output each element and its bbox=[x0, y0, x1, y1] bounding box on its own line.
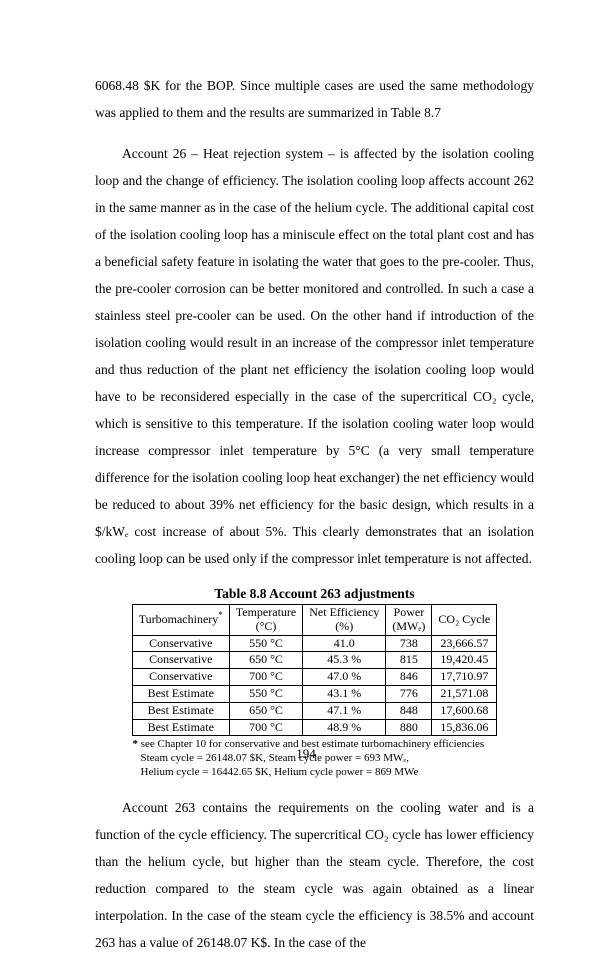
col-power: Power (MWₑ) bbox=[386, 605, 432, 636]
cell: 15,836.06 bbox=[432, 719, 497, 736]
paragraph-3: Account 263 contains the requirements on… bbox=[95, 794, 534, 956]
header-text: Turbomachinery bbox=[139, 612, 219, 626]
cell: 48.9 % bbox=[303, 719, 386, 736]
cell: 23,666.57 bbox=[432, 635, 497, 652]
footnote-3: Helium cycle = 16442.65 $K, Helium cycle… bbox=[133, 766, 497, 780]
cell: 550 °C bbox=[229, 685, 302, 702]
cell: 700 °C bbox=[229, 669, 302, 686]
col-temperature: Temperature (°C) bbox=[229, 605, 302, 636]
table-row: Conservative 650 °C 45.3 % 815 19,420.45 bbox=[132, 652, 497, 669]
table-title: Table 8.8 Account 263 adjustments bbox=[95, 586, 534, 602]
cell: Best Estimate bbox=[132, 702, 229, 719]
header-text: CO₂ Cycle bbox=[438, 612, 490, 626]
cell: 846 bbox=[386, 669, 432, 686]
header-text: Power bbox=[394, 605, 425, 619]
cell: 21,571.08 bbox=[432, 685, 497, 702]
cell: 815 bbox=[386, 652, 432, 669]
header-unit: (%) bbox=[335, 619, 353, 633]
header-unit: (MWₑ) bbox=[392, 619, 425, 633]
cell: Best Estimate bbox=[132, 685, 229, 702]
account-263-table: Turbomachinery* Temperature (°C) Net Eff… bbox=[132, 604, 498, 736]
cell: Conservative bbox=[132, 669, 229, 686]
page-number: 194 bbox=[0, 746, 612, 762]
cell: 776 bbox=[386, 685, 432, 702]
table-row: Conservative 550 °C 41.0 738 23,666.57 bbox=[132, 635, 497, 652]
paragraph-2: Account 26 – Heat rejection system – is … bbox=[95, 140, 534, 572]
cell: 550 °C bbox=[229, 635, 302, 652]
table-row: Conservative 700 °C 47.0 % 846 17,710.97 bbox=[132, 669, 497, 686]
col-turbomachinery: Turbomachinery* bbox=[132, 605, 229, 636]
cell: 17,710.97 bbox=[432, 669, 497, 686]
cell: Best Estimate bbox=[132, 719, 229, 736]
cell: 650 °C bbox=[229, 652, 302, 669]
cell: 650 °C bbox=[229, 702, 302, 719]
col-efficiency: Net Efficiency (%) bbox=[303, 605, 386, 636]
header-star: * bbox=[218, 610, 223, 620]
table-row: Best Estimate 650 °C 47.1 % 848 17,600.6… bbox=[132, 702, 497, 719]
header-unit: (°C) bbox=[256, 619, 277, 633]
cell: Conservative bbox=[132, 652, 229, 669]
cell: 47.0 % bbox=[303, 669, 386, 686]
cell: 848 bbox=[386, 702, 432, 719]
cell: Conservative bbox=[132, 635, 229, 652]
cell: 17,600.68 bbox=[432, 702, 497, 719]
cell: 700 °C bbox=[229, 719, 302, 736]
header-text: Net Efficiency bbox=[309, 605, 379, 619]
cell: 880 bbox=[386, 719, 432, 736]
cell: 19,420.45 bbox=[432, 652, 497, 669]
table-body: Conservative 550 °C 41.0 738 23,666.57 C… bbox=[132, 635, 497, 736]
cell: 45.3 % bbox=[303, 652, 386, 669]
table-row: Best Estimate 550 °C 43.1 % 776 21,571.0… bbox=[132, 685, 497, 702]
header-text: Temperature bbox=[236, 605, 296, 619]
table-row: Best Estimate 700 °C 48.9 % 880 15,836.0… bbox=[132, 719, 497, 736]
cell: 41.0 bbox=[303, 635, 386, 652]
cell: 738 bbox=[386, 635, 432, 652]
cell: 43.1 % bbox=[303, 685, 386, 702]
cell: 47.1 % bbox=[303, 702, 386, 719]
col-co2cycle: CO₂ Cycle bbox=[432, 605, 497, 636]
paragraph-1: 6068.48 $K for the BOP. Since multiple c… bbox=[95, 72, 534, 126]
